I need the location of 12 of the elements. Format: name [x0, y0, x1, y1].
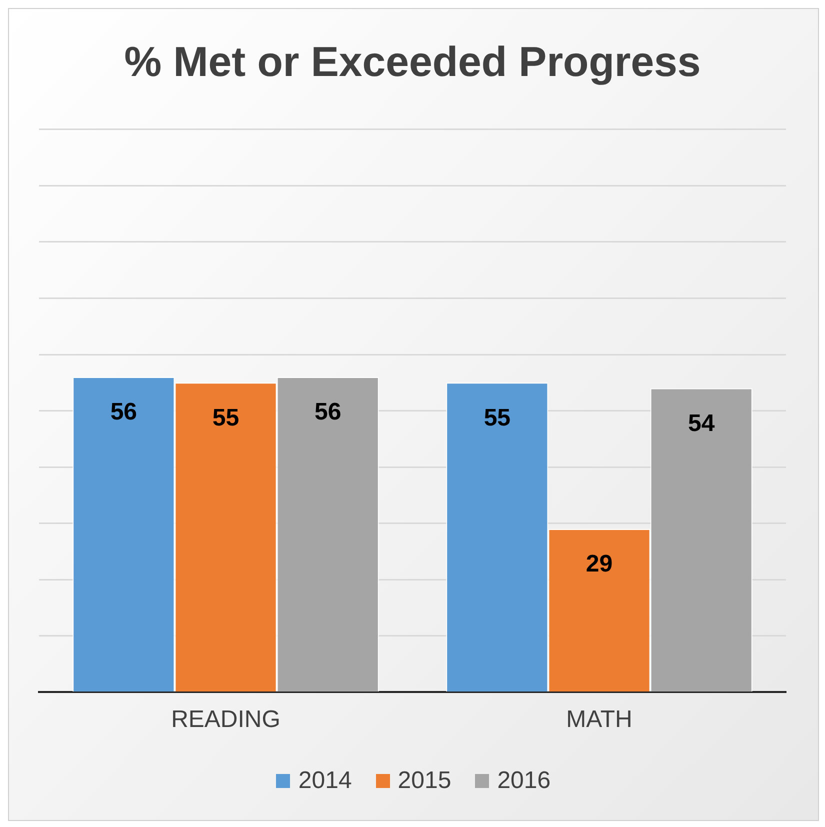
data-label: 55 — [484, 404, 511, 432]
x-tick-label: READING — [171, 706, 280, 734]
data-label: 56 — [314, 398, 342, 426]
data-label: 54 — [688, 410, 716, 437]
chart-title: % Met or Exceeded Progress — [124, 38, 701, 85]
data-label: 56 — [110, 398, 138, 426]
legend-label: 2016 — [497, 767, 551, 795]
data-label: 55 — [212, 404, 240, 432]
x-tick-label: MATH — [566, 706, 632, 734]
data-label: 29 — [586, 550, 613, 578]
legend-label: 2015 — [398, 767, 452, 795]
legend-label: 2014 — [298, 767, 352, 795]
